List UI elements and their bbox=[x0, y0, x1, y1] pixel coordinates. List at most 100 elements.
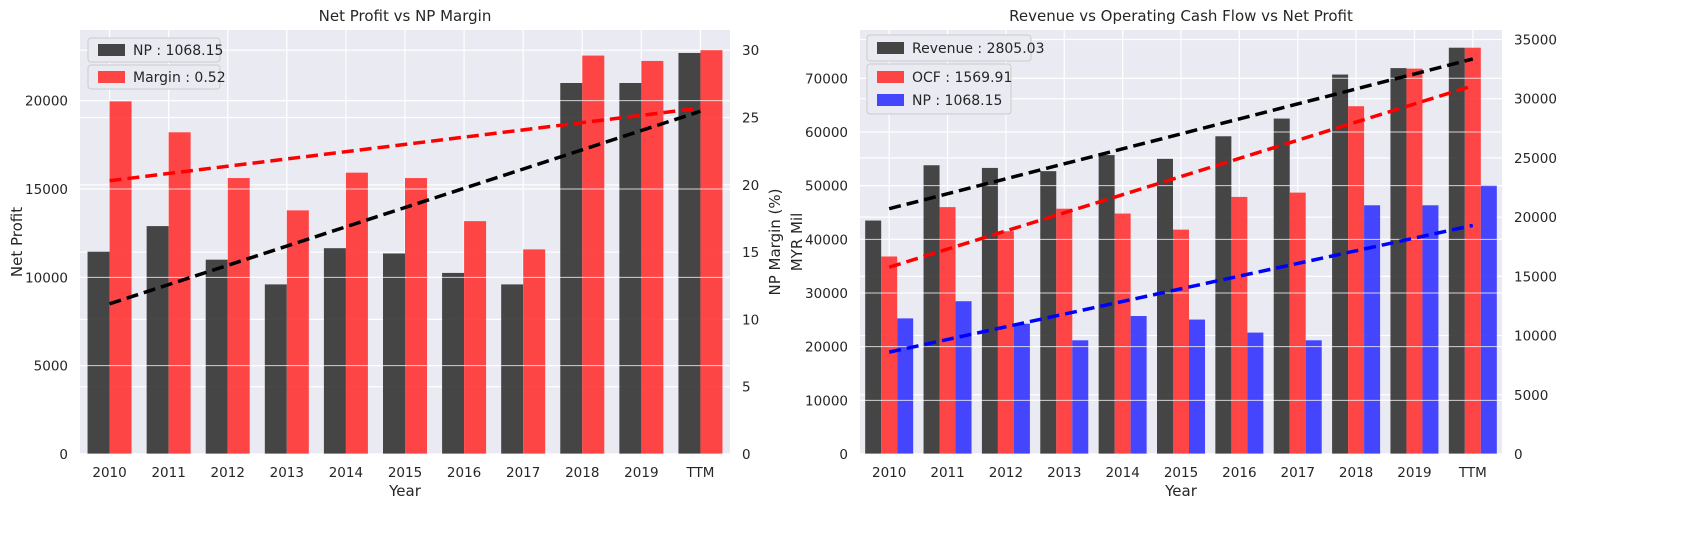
x-tick-label: 2016 bbox=[1222, 465, 1256, 481]
bar-np bbox=[897, 318, 914, 454]
y-tick-label: 20000 bbox=[805, 340, 848, 356]
legend-label: NP : 1068.15 bbox=[912, 93, 1002, 109]
trendline bbox=[109, 109, 701, 306]
x-tick-label: 2018 bbox=[1339, 465, 1373, 481]
trendline bbox=[888, 57, 1474, 211]
y-axis-label: MYR Mil bbox=[788, 213, 806, 272]
y2-tick-label: 0 bbox=[1514, 447, 1523, 463]
y2-tick-label: 25 bbox=[742, 110, 759, 126]
y2-tick-label: 15 bbox=[742, 245, 759, 261]
bar-revenue bbox=[1448, 47, 1465, 454]
y2-tick-label: 30000 bbox=[1514, 92, 1557, 108]
bar-margin bbox=[227, 178, 250, 455]
bar-margin bbox=[523, 249, 546, 454]
bar-np bbox=[264, 284, 287, 454]
y-tick-label: 0 bbox=[59, 447, 68, 463]
legend-label: OCF : 1569.91 bbox=[912, 70, 1012, 86]
legend-swatch bbox=[877, 42, 904, 54]
legend-swatch bbox=[98, 44, 125, 56]
x-tick-label: 2014 bbox=[329, 465, 363, 481]
bar-margin bbox=[168, 132, 191, 455]
legend: NP : 1068.15 Margin : 0.52 bbox=[87, 37, 226, 90]
legend-label: Margin : 0.52 bbox=[133, 70, 226, 86]
y2-axis-label: NP Margin (%) bbox=[766, 189, 784, 296]
bar-np bbox=[383, 253, 405, 454]
x-tick-label: 2017 bbox=[1281, 465, 1315, 481]
legend: Revenue : 2805.03 OCF : 1569.91 NP : 1068.… bbox=[866, 34, 1044, 115]
y2-tick-label: 5000 bbox=[1514, 388, 1548, 404]
bar-np bbox=[1247, 332, 1264, 454]
bar-np bbox=[678, 52, 701, 454]
bar-revenue bbox=[981, 167, 998, 454]
y-tick-label: 0 bbox=[839, 447, 848, 463]
bar-margin bbox=[582, 55, 605, 454]
bar-np bbox=[1189, 319, 1205, 454]
bar-margin bbox=[345, 172, 368, 454]
y-tick-label: 10000 bbox=[805, 393, 848, 409]
x-tick-label: 2019 bbox=[624, 465, 658, 481]
bar-margin bbox=[286, 210, 309, 454]
y-axis-label: Net Profit bbox=[8, 207, 26, 277]
chart-title: Revenue vs Operating Cash Flow vs Net Pr… bbox=[1009, 7, 1353, 25]
y2-tick-label: 10000 bbox=[1514, 329, 1557, 345]
x-tick-label: 2012 bbox=[989, 465, 1023, 481]
x-tick-label: 2015 bbox=[388, 465, 422, 481]
bar-np bbox=[560, 83, 583, 454]
bar-np bbox=[1305, 340, 1322, 454]
x-tick-label: 2011 bbox=[930, 465, 964, 481]
bar-np bbox=[205, 259, 228, 454]
x-axis-label: Year bbox=[1164, 482, 1198, 500]
y-tick-label: 5000 bbox=[34, 359, 68, 375]
bar-ocf bbox=[1173, 229, 1189, 454]
bar-np bbox=[1480, 185, 1497, 455]
y-tick-label: 60000 bbox=[805, 125, 848, 141]
bar-ocf bbox=[1114, 213, 1131, 454]
bar-ocf bbox=[1464, 47, 1481, 454]
y2-tick-label: 20000 bbox=[1514, 210, 1557, 226]
bar-ocf bbox=[1348, 106, 1365, 455]
bar-revenue bbox=[1332, 74, 1349, 454]
x-tick-label: 2010 bbox=[872, 465, 906, 481]
y2-tick-label: 20 bbox=[742, 178, 759, 194]
y2-tick-label: 30 bbox=[742, 43, 759, 59]
y-tick-label: 70000 bbox=[805, 71, 848, 87]
bar-ocf bbox=[881, 256, 898, 454]
bar-margin bbox=[464, 221, 487, 454]
bar-np bbox=[146, 226, 169, 454]
x-tick-label: 2018 bbox=[565, 465, 599, 481]
y2-tick-label: 5 bbox=[742, 380, 751, 396]
bar-margin bbox=[405, 178, 427, 455]
trendline bbox=[888, 84, 1474, 269]
bar-revenue bbox=[1040, 171, 1057, 455]
y-tick-label: 20000 bbox=[25, 94, 68, 110]
bar-ocf bbox=[1231, 196, 1248, 455]
bar-ocf bbox=[1056, 208, 1073, 454]
legend-box bbox=[866, 34, 1032, 62]
bar-np bbox=[1130, 316, 1147, 454]
y-tick-label: 40000 bbox=[805, 232, 848, 248]
bar-ocf bbox=[939, 207, 956, 454]
bar-revenue bbox=[1390, 68, 1407, 455]
bar-ocf bbox=[997, 231, 1014, 454]
bar-np bbox=[501, 284, 524, 454]
bar-np bbox=[1072, 340, 1089, 454]
bar-revenue bbox=[1157, 158, 1173, 454]
y-tick-label: 15000 bbox=[25, 182, 68, 198]
x-tick-label: 2011 bbox=[151, 465, 185, 481]
bar-revenue bbox=[865, 220, 882, 454]
chart-1: 2010 2011 2012 2013 2014 2015 2016 2017 2018 2019… bbox=[788, 7, 1557, 500]
y-tick-label: 50000 bbox=[805, 179, 848, 195]
y-tick-label: 30000 bbox=[805, 286, 848, 302]
legend-label: Revenue : 2805.03 bbox=[912, 41, 1044, 57]
x-axis-label: Year bbox=[388, 482, 422, 500]
legend-swatch bbox=[877, 94, 904, 106]
bar-np bbox=[955, 301, 972, 454]
x-tick-label: 2012 bbox=[211, 465, 245, 481]
y2-tick-label: 0 bbox=[742, 447, 751, 463]
x-tick-label: 2013 bbox=[270, 465, 304, 481]
x-tick-label: 2019 bbox=[1397, 465, 1431, 481]
x-tick-label: 2014 bbox=[1105, 465, 1139, 481]
chart-0: 2010 2011 2012 2013 2014 2015 2016 2017 2018 2019… bbox=[8, 7, 784, 500]
